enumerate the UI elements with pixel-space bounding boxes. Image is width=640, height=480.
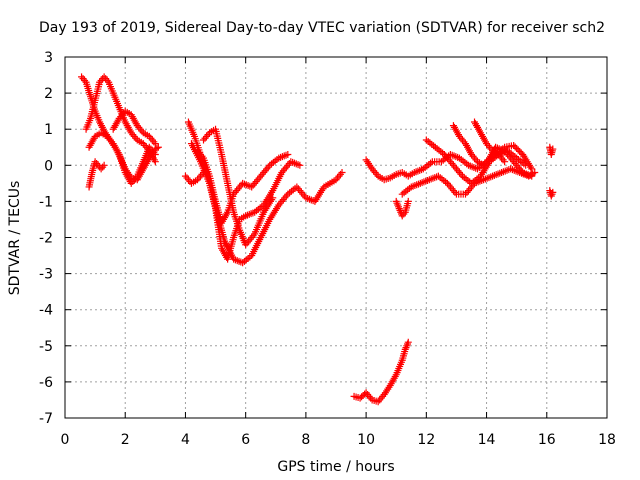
data-point xyxy=(153,144,161,152)
y-tick-label: -7 xyxy=(39,411,53,427)
chart-title: Day 193 of 2019, Sidereal Day-to-day VTE… xyxy=(39,20,605,36)
y-axis-title: SDTVAR / TECUs xyxy=(7,181,23,296)
data-point xyxy=(154,143,162,151)
data-point xyxy=(296,161,304,169)
data-point xyxy=(510,141,518,149)
data-point xyxy=(547,192,555,200)
y-tick-label: 1 xyxy=(44,122,53,138)
x-axis-title: GPS time / hours xyxy=(277,459,394,475)
series-arc-b5 xyxy=(181,169,208,187)
x-tick-label: 8 xyxy=(301,432,310,448)
series-arc-a5 xyxy=(109,107,159,148)
series-arc-b3 xyxy=(193,147,292,227)
y-tick-label: 3 xyxy=(44,50,53,66)
x-tick-label: 0 xyxy=(61,432,70,448)
series-arc-b4 xyxy=(200,125,277,249)
series-arc-d1 xyxy=(350,338,412,406)
y-tick-label: 2 xyxy=(44,86,53,102)
data-point xyxy=(151,140,159,148)
data-series xyxy=(78,73,557,406)
data-point xyxy=(501,158,509,166)
data-point xyxy=(151,158,159,166)
series-arc-c6 xyxy=(471,118,509,166)
data-point xyxy=(549,145,557,153)
y-tick-label: -5 xyxy=(39,339,53,355)
x-tick-label: 12 xyxy=(417,432,435,448)
y-tick-label: -6 xyxy=(39,375,53,391)
data-point xyxy=(528,165,536,173)
data-point xyxy=(511,143,519,151)
grid xyxy=(65,57,607,418)
series-arc-a4 xyxy=(85,158,108,191)
y-tick-label: -1 xyxy=(39,194,53,210)
data-point xyxy=(522,161,530,169)
data-point xyxy=(514,146,522,154)
y-tick-label: -3 xyxy=(39,267,53,283)
data-point xyxy=(404,338,412,346)
data-point xyxy=(269,194,277,202)
series-arc-e1 xyxy=(546,143,557,158)
x-tick-label: 14 xyxy=(478,432,496,448)
data-point xyxy=(531,169,539,177)
series-arc-c2 xyxy=(392,197,412,220)
series-arc-c5 xyxy=(449,122,536,180)
series-arc-e2 xyxy=(546,187,557,200)
x-tick-label: 18 xyxy=(598,432,616,448)
x-tick-label: 4 xyxy=(181,432,190,448)
data-point xyxy=(338,169,346,177)
data-point xyxy=(404,197,412,205)
y-tick-label: -4 xyxy=(39,303,53,319)
y-tick-label: 0 xyxy=(44,158,53,174)
data-point xyxy=(151,150,159,158)
data-point xyxy=(528,172,536,180)
data-point xyxy=(516,147,524,155)
data-point xyxy=(513,144,521,152)
data-point xyxy=(200,169,208,177)
series-arc-a3 xyxy=(85,129,159,187)
x-tick-label: 2 xyxy=(121,432,130,448)
data-point xyxy=(100,161,108,169)
series-arc-c1 xyxy=(362,141,536,184)
series-arc-a1 xyxy=(78,73,162,184)
y-tick-label: -2 xyxy=(39,231,53,247)
x-tick-label: 6 xyxy=(241,432,250,448)
x-tick-label: 10 xyxy=(357,432,375,448)
data-point xyxy=(284,150,292,158)
x-tick-label: 16 xyxy=(538,432,556,448)
data-point xyxy=(549,188,557,196)
